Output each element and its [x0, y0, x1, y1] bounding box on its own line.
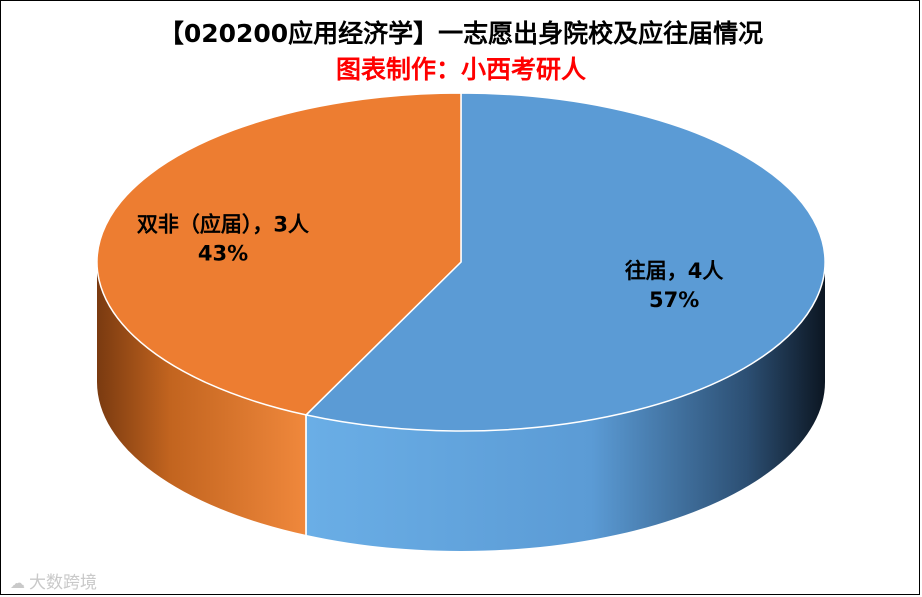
slice-top-0	[305, 92, 826, 432]
pie-top-faces	[96, 92, 826, 432]
chart-subtitle: 图表制作：小西考研人	[335, 55, 586, 84]
slice-label-shuangfei-name: 双非（应届），3人	[137, 212, 309, 236]
pie-side-walls	[97, 262, 825, 552]
cloud-logo-icon: ☁	[10, 574, 25, 592]
watermark: ☁ 大数跨境	[10, 568, 97, 593]
chart-title: 【020200应用经济学】一志愿出身院校及应往届情况	[158, 19, 764, 48]
watermark-text: 大数跨境	[29, 573, 97, 593]
pie-data-labels: 往届，4人 57% 双非（应届），3人 43%	[137, 212, 724, 312]
slice-side-0	[306, 262, 825, 552]
slice-label-wangjie-name: 往届，4人	[625, 259, 724, 283]
slice-label-wangjie-percent: 57%	[649, 288, 699, 312]
slice-label-shuangfei-percent: 43%	[198, 241, 248, 265]
slice-top-1	[96, 92, 462, 416]
slice-side-1	[97, 262, 307, 535]
